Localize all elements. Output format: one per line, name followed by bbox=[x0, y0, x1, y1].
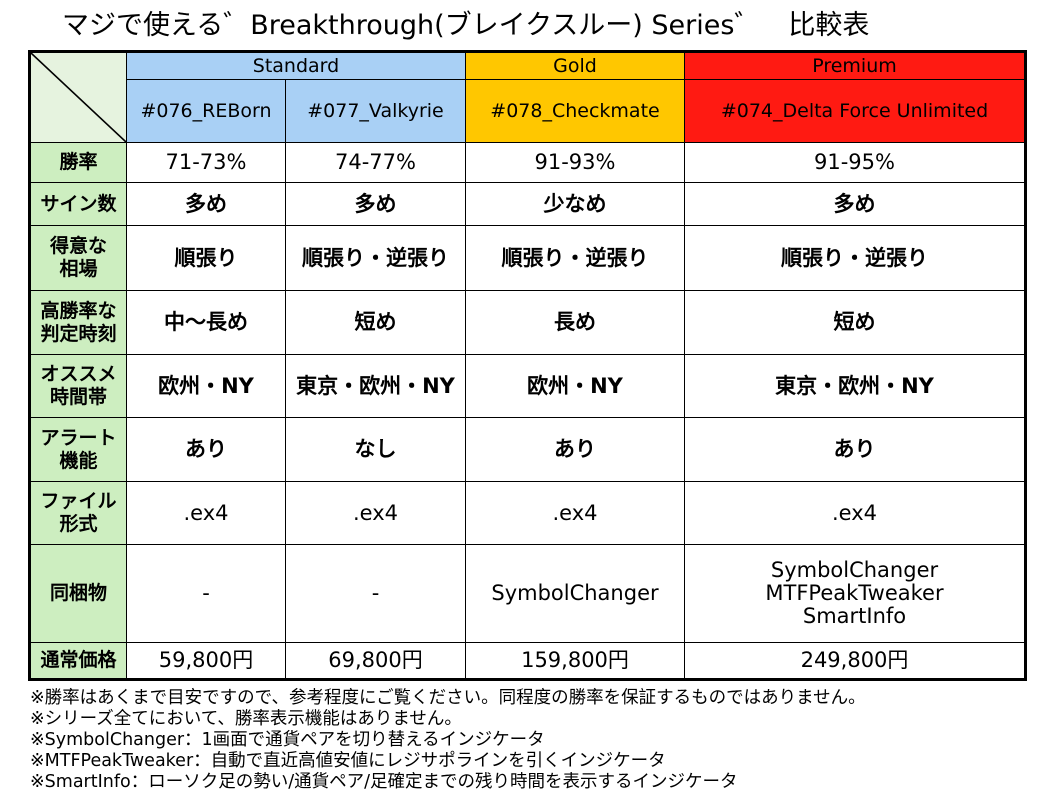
footnote: ※シリーズ全てにおいて、勝率表示機能はありません。 bbox=[30, 709, 462, 729]
table-cell: 91-95% bbox=[684, 142, 1026, 183]
table-cell: .ex4 bbox=[285, 481, 466, 545]
table-row: ファイル 形式 .ex4 .ex4 .ex4 .ex4 bbox=[29, 481, 1026, 545]
table-cell: 東京・欧州・NY bbox=[684, 354, 1026, 418]
tier-gold: Gold bbox=[465, 51, 685, 80]
table-cell: 91-93% bbox=[465, 142, 685, 183]
table-cell: .ex4 bbox=[465, 481, 685, 545]
row-header: 同梱物 bbox=[29, 544, 127, 643]
table-cell: 短め bbox=[684, 290, 1026, 355]
table-cell: あり bbox=[126, 417, 286, 482]
table-row: サイン数 多め 多め 少なめ 多め bbox=[29, 182, 1026, 226]
product-name: #076_REBorn bbox=[126, 79, 286, 143]
table-cell: 少なめ bbox=[465, 182, 685, 226]
price-cell: 249,800円 bbox=[684, 642, 1026, 680]
diagonal-line bbox=[31, 53, 126, 142]
footnote: ※SymbolChanger：1画面で通貨ペアを切り替えるインジケータ bbox=[30, 730, 545, 750]
page-title: マジで使える゛Breakthrough(ブレイクスルー) Series゛ 比較表 bbox=[62, 10, 870, 41]
comparison-table: Standard Gold Premium #076_REBorn #077_V… bbox=[28, 50, 1027, 681]
table-cell: 多め bbox=[285, 182, 466, 226]
corner-cell bbox=[29, 51, 127, 143]
table-cell: 順張り・逆張り bbox=[684, 225, 1026, 291]
row-header: サイン数 bbox=[29, 182, 127, 226]
table-cell: .ex4 bbox=[684, 481, 1026, 545]
table-cell: あり bbox=[465, 417, 685, 482]
product-row: #076_REBorn #077_Valkyrie #078_Checkmate… bbox=[30, 79, 1026, 143]
price-cell: 59,800円 bbox=[126, 642, 286, 680]
footnote: ※MTFPeakTweaker：自動で直近高値安値にレジサポラインを引くインジケ… bbox=[30, 751, 666, 771]
table-cell: SymbolChanger MTFPeakTweaker SmartInfo bbox=[684, 544, 1026, 643]
table-cell: 順張り bbox=[126, 225, 286, 291]
footnotes: ※勝率はあくまで目安ですので、参考程度にご覧ください。同程度の勝率を保証するもの… bbox=[30, 688, 866, 793]
tier-row: Standard Gold Premium bbox=[29, 51, 1026, 143]
table-cell: 71-73% bbox=[126, 142, 286, 183]
table-cell: 東京・欧州・NY bbox=[285, 354, 466, 418]
table-cell: 多め bbox=[684, 182, 1026, 226]
product-name: #077_Valkyrie bbox=[285, 79, 466, 143]
row-header: オススメ 時間帯 bbox=[29, 354, 127, 418]
table-cell: - bbox=[126, 544, 286, 643]
price-cell: 69,800円 bbox=[285, 642, 466, 680]
tier-premium: Premium bbox=[684, 51, 1026, 80]
table-row: オススメ 時間帯 欧州・NY 東京・欧州・NY 欧州・NY 東京・欧州・NY bbox=[29, 354, 1026, 418]
table-cell: 欧州・NY bbox=[126, 354, 286, 418]
table-cell: - bbox=[285, 544, 466, 643]
row-header: 得意な 相場 bbox=[29, 225, 127, 291]
table-row: 勝率 71-73% 74-77% 91-93% 91-95% bbox=[29, 142, 1026, 183]
table-cell: 中～長め bbox=[126, 290, 286, 355]
table-row: 通常価格 59,800円 69,800円 159,800円 249,800円 bbox=[29, 642, 1026, 680]
row-header: ファイル 形式 bbox=[29, 481, 127, 545]
table-cell: あり bbox=[684, 417, 1026, 482]
tier-standard: Standard bbox=[126, 51, 466, 80]
footnote: ※SmartInfo：ローソク足の勢い/通貨ペア/足確定までの残り時間を表示する… bbox=[30, 772, 738, 792]
footnote: ※勝率はあくまで目安ですので、参考程度にご覧ください。同程度の勝率を保証するもの… bbox=[30, 688, 866, 708]
row-header: 勝率 bbox=[29, 142, 127, 183]
table-row: アラート 機能 あり なし あり あり bbox=[29, 417, 1026, 482]
row-header: 高勝率な 判定時刻 bbox=[29, 290, 127, 355]
table-cell: 順張り・逆張り bbox=[285, 225, 466, 291]
table-cell: 長め bbox=[465, 290, 685, 355]
table-cell: .ex4 bbox=[126, 481, 286, 545]
table-row: 高勝率な 判定時刻 中～長め 短め 長め 短め bbox=[29, 290, 1026, 355]
table-cell: 短め bbox=[285, 290, 466, 355]
product-name: #078_Checkmate bbox=[465, 79, 685, 143]
table-cell: SymbolChanger bbox=[465, 544, 685, 643]
table-cell: 欧州・NY bbox=[465, 354, 685, 418]
row-header: アラート 機能 bbox=[29, 417, 127, 482]
table-row: 同梱物 - - SymbolChanger SymbolChanger MTFP… bbox=[29, 544, 1026, 643]
table-cell: なし bbox=[285, 417, 466, 482]
table-cell: 多め bbox=[126, 182, 286, 226]
product-name: #074_Delta Force Unlimited bbox=[684, 79, 1026, 143]
table-cell: 順張り・逆張り bbox=[465, 225, 685, 291]
table-row: 得意な 相場 順張り 順張り・逆張り 順張り・逆張り 順張り・逆張り bbox=[29, 225, 1026, 291]
row-header: 通常価格 bbox=[29, 642, 127, 680]
price-cell: 159,800円 bbox=[465, 642, 685, 680]
table-cell: 74-77% bbox=[285, 142, 466, 183]
